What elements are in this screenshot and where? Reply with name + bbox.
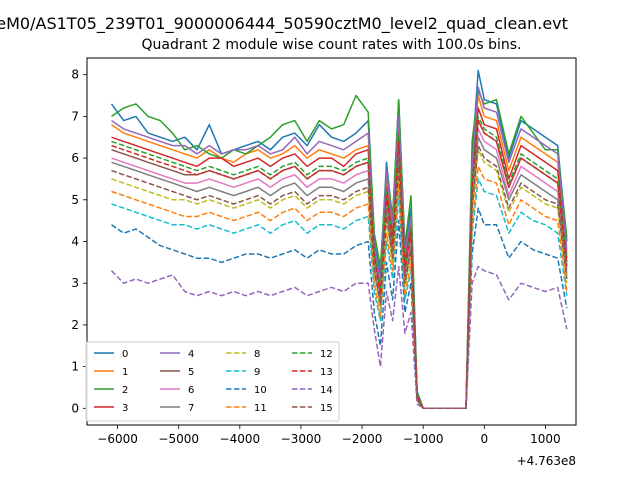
x-tick-label: −2000 (342, 432, 383, 446)
legend-label-4: 4 (188, 349, 194, 360)
series-line-4 (111, 86, 568, 410)
y-tick-label: 5 (71, 193, 79, 207)
legend-label-13: 13 (320, 367, 333, 378)
x-tick-label: −1000 (403, 432, 444, 446)
y-tick-label: 6 (71, 151, 79, 165)
chart-title: Quadrant 2 module wise count rates with … (141, 37, 522, 53)
series-line-10 (111, 207, 568, 410)
legend-label-11: 11 (254, 403, 267, 414)
legend-label-3: 3 (122, 403, 128, 414)
y-tick-label: 2 (71, 318, 79, 332)
legend-label-10: 10 (254, 385, 267, 396)
y-tick-label: 8 (71, 68, 79, 82)
x-axis: −6000 −5000 −4000 −3000 −2000 −1000 0 1000 (97, 425, 561, 446)
x-offset-label: +4.763e8 (517, 454, 576, 468)
legend-box (85, 341, 340, 422)
series-line-13 (111, 119, 568, 410)
plot-area (110, 69, 568, 410)
legend-label-9: 9 (254, 367, 260, 378)
series-line-11 (111, 165, 568, 410)
legend-label-6: 6 (188, 385, 194, 396)
y-tick-label: 7 (71, 109, 79, 123)
series-line-15 (111, 144, 568, 410)
legend-label-0: 0 (122, 349, 128, 360)
y-tick-label: 0 (71, 401, 79, 415)
legend-label-15: 15 (320, 403, 333, 414)
x-tick-label: 0 (480, 432, 488, 446)
series-line-9 (111, 178, 568, 410)
legend-label-12: 12 (320, 349, 333, 360)
x-tick-label: −6000 (97, 432, 138, 446)
x-tick-label: −5000 (158, 432, 199, 446)
y-tick-label: 4 (71, 235, 79, 249)
y-tick-label: 1 (71, 360, 79, 374)
legend-label-1: 1 (122, 367, 128, 378)
legend-label-7: 7 (188, 403, 194, 414)
y-axis: 0 1 2 3 4 5 6 7 8 (71, 68, 87, 415)
x-tick-label: 1000 (530, 432, 561, 446)
y-tick-label: 3 (71, 276, 79, 290)
legend-label-5: 5 (188, 367, 194, 378)
legend-label-14: 14 (320, 385, 333, 396)
legend-label-2: 2 (122, 385, 128, 396)
x-tick-label: −3000 (281, 432, 322, 446)
x-tick-label: −4000 (220, 432, 261, 446)
series-line-14 (110, 265, 568, 410)
chart-suptitle: Plots from file: modeM0/AS1T05_239T01_90… (0, 14, 568, 33)
legend-label-8: 8 (254, 349, 260, 360)
